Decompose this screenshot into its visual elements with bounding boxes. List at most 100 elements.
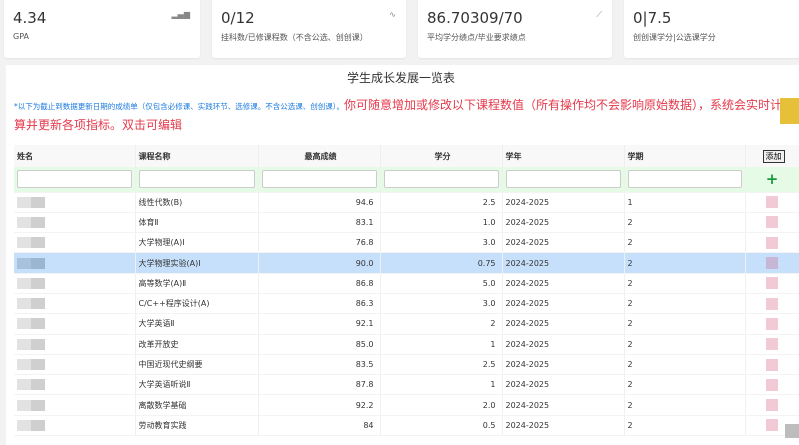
term-cell[interactable]: 2 <box>624 374 746 396</box>
year-input[interactable] <box>505 170 621 189</box>
header-score[interactable]: 最高成绩 <box>258 145 381 167</box>
delete-button[interactable] <box>766 277 778 290</box>
course-cell[interactable]: C/C++程序设计(A) <box>135 293 259 315</box>
year-cell[interactable]: 2024-2025 <box>502 293 625 315</box>
credit-input[interactable] <box>383 170 499 189</box>
term-cell[interactable]: 2 <box>624 232 746 254</box>
scrollbar[interactable] <box>785 424 799 438</box>
table-row[interactable]: 体育Ⅱ 83.1 1.0 2024-2025 2 <box>14 212 799 234</box>
delete-button[interactable] <box>766 236 778 249</box>
year-cell[interactable]: 2024-2025 <box>502 313 625 335</box>
course-cell[interactable]: 改革开放史 <box>135 334 259 355</box>
score-cell[interactable]: 83.1 <box>258 212 381 234</box>
table-row[interactable]: 线性代数(B) 94.6 2.5 2024-2025 1 <box>14 192 799 213</box>
year-cell[interactable]: 2024-2025 <box>502 354 625 376</box>
delete-button[interactable] <box>766 378 778 391</box>
course-input[interactable] <box>138 170 255 189</box>
table-row[interactable]: 离散数学基础 92.2 2.0 2024-2025 2 <box>14 394 799 416</box>
header-name[interactable]: 姓名 <box>14 145 136 167</box>
score-cell[interactable]: 76.8 <box>258 232 381 254</box>
term-cell[interactable]: 2 <box>624 273 746 294</box>
credit-cell[interactable]: 3.0 <box>380 232 503 254</box>
header-year[interactable]: 学年 <box>502 145 625 167</box>
year-cell[interactable]: 2024-2025 <box>502 192 625 213</box>
year-cell[interactable]: 2024-2025 <box>502 415 625 437</box>
score-cell[interactable]: 86.8 <box>258 273 381 294</box>
table-row[interactable]: 大学英语Ⅱ 92.1 2 2024-2025 2 <box>14 313 799 335</box>
year-cell[interactable]: 2024-2025 <box>502 212 625 234</box>
course-cell[interactable]: 大学物理(A)Ⅰ <box>135 232 259 254</box>
delete-button[interactable] <box>766 216 778 229</box>
score-cell[interactable]: 94.6 <box>258 192 381 213</box>
term-cell[interactable]: 1 <box>624 192 746 213</box>
table-row[interactable]: 高等数学(A)Ⅱ 86.8 5.0 2024-2025 2 <box>14 273 799 294</box>
year-cell[interactable]: 2024-2025 <box>502 252 625 274</box>
credit-cell[interactable]: 2.5 <box>380 354 503 376</box>
credit-cell[interactable]: 0.75 <box>380 252 503 274</box>
term-cell[interactable]: 2 <box>624 212 746 234</box>
course-cell[interactable]: 中国近现代史纲要 <box>135 354 259 376</box>
delete-button[interactable] <box>766 257 778 270</box>
term-cell[interactable]: 2 <box>624 354 746 376</box>
course-cell[interactable]: 大学物理实验(A)Ⅰ <box>135 252 259 274</box>
delete-button[interactable] <box>766 358 778 371</box>
score-input[interactable] <box>261 170 377 189</box>
course-cell[interactable]: 劳动教育实践 <box>135 415 259 437</box>
course-cell[interactable]: 高等数学(A)Ⅱ <box>135 273 259 294</box>
year-cell[interactable]: 2024-2025 <box>502 232 625 254</box>
delete-button[interactable] <box>766 317 778 330</box>
name-input[interactable] <box>17 170 132 189</box>
course-cell[interactable]: 线性代数(B) <box>135 192 259 213</box>
year-cell[interactable]: 2024-2025 <box>502 394 625 416</box>
credit-cell[interactable]: 1 <box>380 374 503 396</box>
course-cell[interactable]: 体育Ⅱ <box>135 212 259 234</box>
term-input[interactable] <box>627 170 742 189</box>
year-cell[interactable]: 2024-2025 <box>502 273 625 294</box>
score-cell[interactable]: 87.8 <box>258 374 381 396</box>
delete-button[interactable] <box>766 338 778 351</box>
header-term[interactable]: 学期 <box>624 145 746 167</box>
credit-cell[interactable]: 5.0 <box>380 273 503 294</box>
table-row[interactable]: 大学物理(A)Ⅰ 76.8 3.0 2024-2025 2 <box>14 232 799 254</box>
term-cell[interactable]: 2 <box>624 252 746 274</box>
credit-cell[interactable]: 2.0 <box>380 394 503 416</box>
term-cell[interactable]: 2 <box>624 394 746 416</box>
credit-cell[interactable]: 0.5 <box>380 415 503 437</box>
term-cell[interactable]: 2 <box>624 313 746 335</box>
side-tab[interactable] <box>780 98 799 124</box>
credit-cell[interactable]: 2 <box>380 313 503 335</box>
score-cell[interactable]: 85.0 <box>258 334 381 355</box>
add-button[interactable]: 添加 <box>762 149 785 163</box>
score-cell[interactable]: 90.0 <box>258 252 381 274</box>
score-cell[interactable]: 83.5 <box>258 354 381 376</box>
credit-cell[interactable]: 1.0 <box>380 212 503 234</box>
score-cell[interactable]: 86.3 <box>258 293 381 315</box>
header-course[interactable]: 课程名称 <box>135 145 259 167</box>
delete-button[interactable] <box>766 196 778 209</box>
table-row[interactable]: 大学物理实验(A)Ⅰ 90.0 0.75 2024-2025 2 <box>14 252 799 274</box>
plus-icon[interactable]: + <box>765 170 779 189</box>
score-cell[interactable]: 84 <box>258 415 381 437</box>
table-row[interactable]: 劳动教育实践 84 0.5 2024-2025 2 <box>14 415 799 437</box>
table-row[interactable]: 大学英语听说Ⅱ 87.8 1 2024-2025 2 <box>14 374 799 396</box>
course-cell[interactable]: 大学英语听说Ⅱ <box>135 374 259 396</box>
year-cell[interactable]: 2024-2025 <box>502 334 625 355</box>
delete-button[interactable] <box>766 297 778 310</box>
table-row[interactable]: 改革开放史 85.0 1 2024-2025 2 <box>14 334 799 355</box>
table-row[interactable]: 中国近现代史纲要 83.5 2.5 2024-2025 2 <box>14 354 799 376</box>
term-cell[interactable]: 2 <box>624 415 746 437</box>
delete-button[interactable] <box>766 399 778 412</box>
year-cell[interactable]: 2024-2025 <box>502 374 625 396</box>
course-cell[interactable]: 大学英语Ⅱ <box>135 313 259 335</box>
score-cell[interactable]: 92.2 <box>258 394 381 416</box>
credit-cell[interactable]: 1 <box>380 334 503 355</box>
header-credit[interactable]: 学分 <box>380 145 503 167</box>
table-row[interactable]: C/C++程序设计(A) 86.3 3.0 2024-2025 2 <box>14 293 799 315</box>
delete-button[interactable] <box>766 419 778 432</box>
credit-cell[interactable]: 3.0 <box>380 293 503 315</box>
credit-cell[interactable]: 2.5 <box>380 192 503 213</box>
score-cell[interactable]: 92.1 <box>258 313 381 335</box>
term-cell[interactable]: 2 <box>624 334 746 355</box>
term-cell[interactable]: 2 <box>624 293 746 315</box>
course-cell[interactable]: 离散数学基础 <box>135 394 259 416</box>
